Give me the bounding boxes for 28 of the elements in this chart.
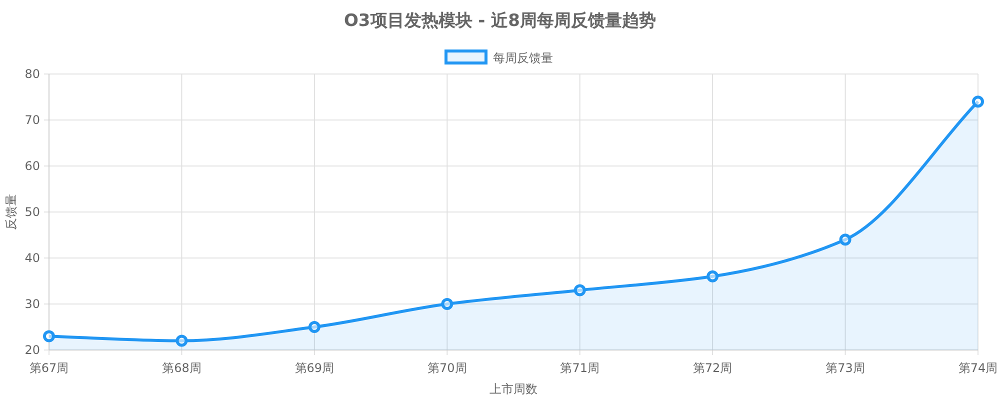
point [176, 334, 188, 347]
point [839, 234, 852, 246]
x-tick-label: 第70周 [428, 361, 467, 375]
y-tick-label: 30 [24, 297, 40, 311]
point [43, 330, 55, 342]
x-tick-label: 第72周 [692, 361, 732, 375]
x-tick-label: 第73周 [826, 361, 865, 375]
y-tick-label: 80 [24, 67, 40, 81]
chart-title: O3项目发热模块 - 近8周每周反馈量趋势 [344, 11, 656, 31]
y-tick-label: 70 [24, 113, 40, 127]
x-axis-title: 上市周数 [490, 382, 538, 396]
y-tick-label: 60 [24, 159, 40, 173]
point [574, 284, 586, 296]
y-tick-label: 50 [24, 205, 40, 219]
y-tick-label: 40 [24, 251, 40, 265]
x-tick-label: 第69周 [294, 361, 334, 375]
y-tick-label: 20 [24, 343, 40, 357]
x-tick-label: 第68周 [162, 361, 202, 375]
x-tick-label: 第67周 [29, 361, 69, 375]
point [706, 270, 719, 282]
x-tick-label: 第71周 [560, 361, 600, 375]
y-axis-title: 反馈量 [4, 194, 18, 230]
x-tick-label: 第74周 [958, 361, 998, 375]
point [441, 298, 454, 310]
legend: 每周反馈量 [444, 50, 553, 65]
legend-label: 每周反馈量 [493, 51, 553, 65]
point [972, 96, 984, 108]
point [308, 321, 320, 333]
